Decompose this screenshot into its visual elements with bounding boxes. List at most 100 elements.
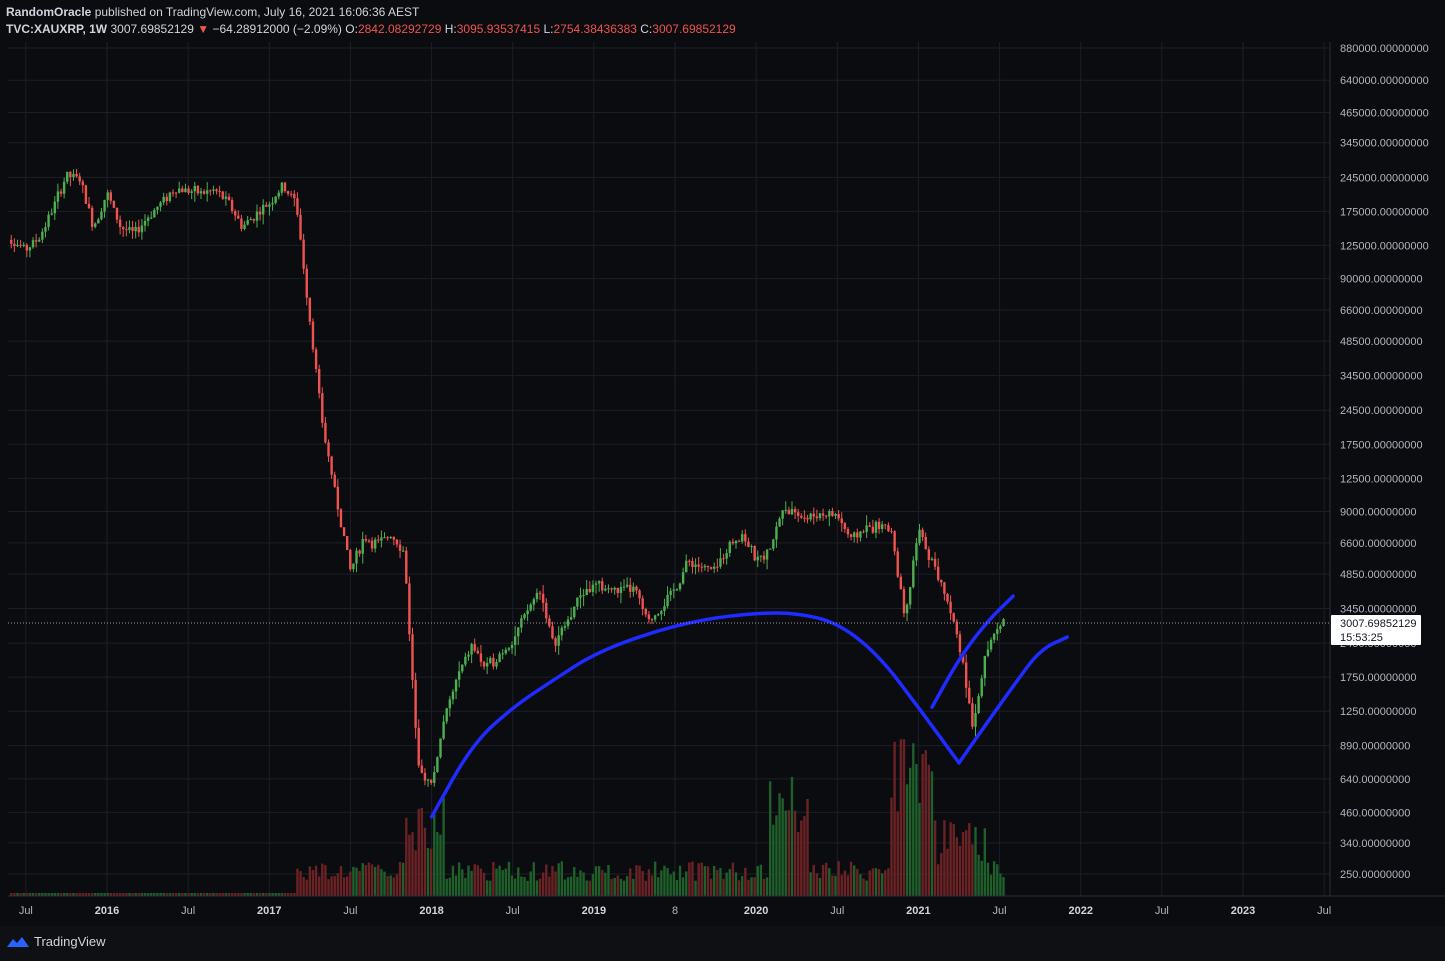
candle-body[interactable] bbox=[395, 539, 399, 545]
candle-body[interactable] bbox=[392, 537, 396, 540]
candle-body[interactable] bbox=[737, 540, 741, 542]
candle-body[interactable] bbox=[650, 619, 654, 621]
candle-body[interactable] bbox=[697, 564, 700, 567]
candle-body[interactable] bbox=[772, 539, 775, 549]
candle-body[interactable] bbox=[22, 244, 25, 246]
candle-body[interactable] bbox=[470, 644, 473, 655]
candle-body[interactable] bbox=[78, 176, 81, 182]
candle-body[interactable] bbox=[271, 202, 274, 205]
candle-body[interactable] bbox=[258, 211, 262, 215]
candle-body[interactable] bbox=[262, 204, 265, 215]
candle-body[interactable] bbox=[588, 589, 591, 592]
candle-body[interactable] bbox=[989, 639, 993, 650]
candle-body[interactable] bbox=[840, 518, 843, 524]
candle-body[interactable] bbox=[893, 531, 896, 552]
candle-body[interactable] bbox=[321, 393, 324, 423]
candle-body[interactable] bbox=[56, 191, 60, 202]
candle-body[interactable] bbox=[930, 558, 934, 560]
candle-body[interactable] bbox=[143, 221, 147, 226]
candle-body[interactable] bbox=[622, 586, 626, 588]
candle-body[interactable] bbox=[122, 227, 125, 230]
candle-body[interactable] bbox=[274, 196, 277, 203]
candle-body[interactable] bbox=[206, 190, 209, 194]
candle-body[interactable] bbox=[510, 644, 514, 649]
candle-body[interactable] bbox=[196, 185, 200, 194]
candle-body[interactable] bbox=[629, 584, 632, 592]
candle-body[interactable] bbox=[445, 708, 448, 722]
candle-body[interactable] bbox=[299, 214, 302, 240]
candle-body[interactable] bbox=[849, 534, 853, 537]
candle-body[interactable] bbox=[174, 192, 178, 194]
candle-body[interactable] bbox=[999, 626, 1002, 630]
candle-body[interactable] bbox=[501, 653, 504, 655]
candle-body[interactable] bbox=[59, 191, 63, 194]
candle-body[interactable] bbox=[756, 556, 759, 561]
candle-body[interactable] bbox=[296, 198, 299, 215]
candle-body[interactable] bbox=[202, 191, 206, 194]
candle-body[interactable] bbox=[741, 534, 744, 542]
recovery-curve-upper[interactable] bbox=[930, 594, 1015, 709]
candle-body[interactable] bbox=[464, 656, 467, 665]
candle-body[interactable] bbox=[162, 196, 165, 203]
candle-body[interactable] bbox=[681, 572, 685, 584]
candle-body[interactable] bbox=[408, 583, 411, 635]
candle-body[interactable] bbox=[868, 525, 871, 527]
candle-body[interactable] bbox=[843, 523, 847, 529]
candle-body[interactable] bbox=[753, 546, 756, 561]
candle-body[interactable] bbox=[958, 634, 962, 653]
candle-body[interactable] bbox=[389, 537, 392, 539]
candle-body[interactable] bbox=[884, 524, 887, 526]
candle-body[interactable] bbox=[781, 510, 784, 519]
candle-body[interactable] bbox=[246, 220, 249, 225]
candle-body[interactable] bbox=[187, 188, 190, 193]
candle-body[interactable] bbox=[871, 526, 875, 533]
candle-body[interactable] bbox=[859, 531, 862, 538]
candle-body[interactable] bbox=[918, 529, 921, 544]
candle-body[interactable] bbox=[968, 687, 971, 704]
candle-body[interactable] bbox=[31, 240, 35, 248]
candle-body[interactable] bbox=[448, 699, 452, 709]
candle-body[interactable] bbox=[94, 223, 97, 227]
candle-body[interactable] bbox=[787, 509, 791, 515]
candle-body[interactable] bbox=[915, 543, 918, 561]
candle-body[interactable] bbox=[302, 239, 305, 269]
candle-body[interactable] bbox=[485, 662, 489, 667]
candle-body[interactable] bbox=[352, 563, 355, 570]
candle-body[interactable] bbox=[647, 614, 651, 620]
candle-body[interactable] bbox=[97, 219, 100, 224]
candle-body[interactable] bbox=[992, 633, 996, 640]
candle-body[interactable] bbox=[479, 653, 483, 662]
candle-body[interactable] bbox=[305, 268, 308, 298]
candle-body[interactable] bbox=[252, 219, 256, 221]
candle-body[interactable] bbox=[159, 202, 162, 207]
candle-body[interactable] bbox=[230, 200, 234, 212]
candle-body[interactable] bbox=[548, 618, 551, 627]
candle-body[interactable] bbox=[234, 211, 237, 216]
candle-body[interactable] bbox=[902, 589, 906, 614]
candle-body[interactable] bbox=[255, 211, 259, 221]
candle-body[interactable] bbox=[146, 217, 150, 222]
candle-body[interactable] bbox=[103, 199, 106, 212]
candle-body[interactable] bbox=[806, 517, 809, 520]
candle-body[interactable] bbox=[190, 191, 193, 193]
candle-body[interactable] bbox=[289, 193, 293, 195]
candle-body[interactable] bbox=[398, 544, 402, 551]
publisher-name[interactable]: RandomOracle bbox=[6, 5, 92, 19]
candle-body[interactable] bbox=[877, 521, 881, 529]
candle-body[interactable] bbox=[828, 511, 831, 517]
candle-body[interactable] bbox=[280, 182, 284, 193]
candle-body[interactable] bbox=[131, 227, 134, 232]
candle-body[interactable] bbox=[688, 560, 691, 562]
candle-body[interactable] bbox=[563, 626, 567, 628]
candle-body[interactable] bbox=[924, 536, 927, 550]
candle-body[interactable] bbox=[16, 244, 19, 247]
candle-body[interactable] bbox=[607, 588, 610, 590]
candle-body[interactable] bbox=[327, 442, 330, 457]
candle-body[interactable] bbox=[215, 189, 218, 192]
candle-body[interactable] bbox=[386, 537, 389, 539]
candle-body[interactable] bbox=[551, 626, 554, 639]
candle-body[interactable] bbox=[716, 566, 719, 568]
candle-body[interactable] bbox=[62, 181, 66, 194]
candle-body[interactable] bbox=[442, 721, 445, 739]
candle-body[interactable] bbox=[277, 192, 280, 197]
